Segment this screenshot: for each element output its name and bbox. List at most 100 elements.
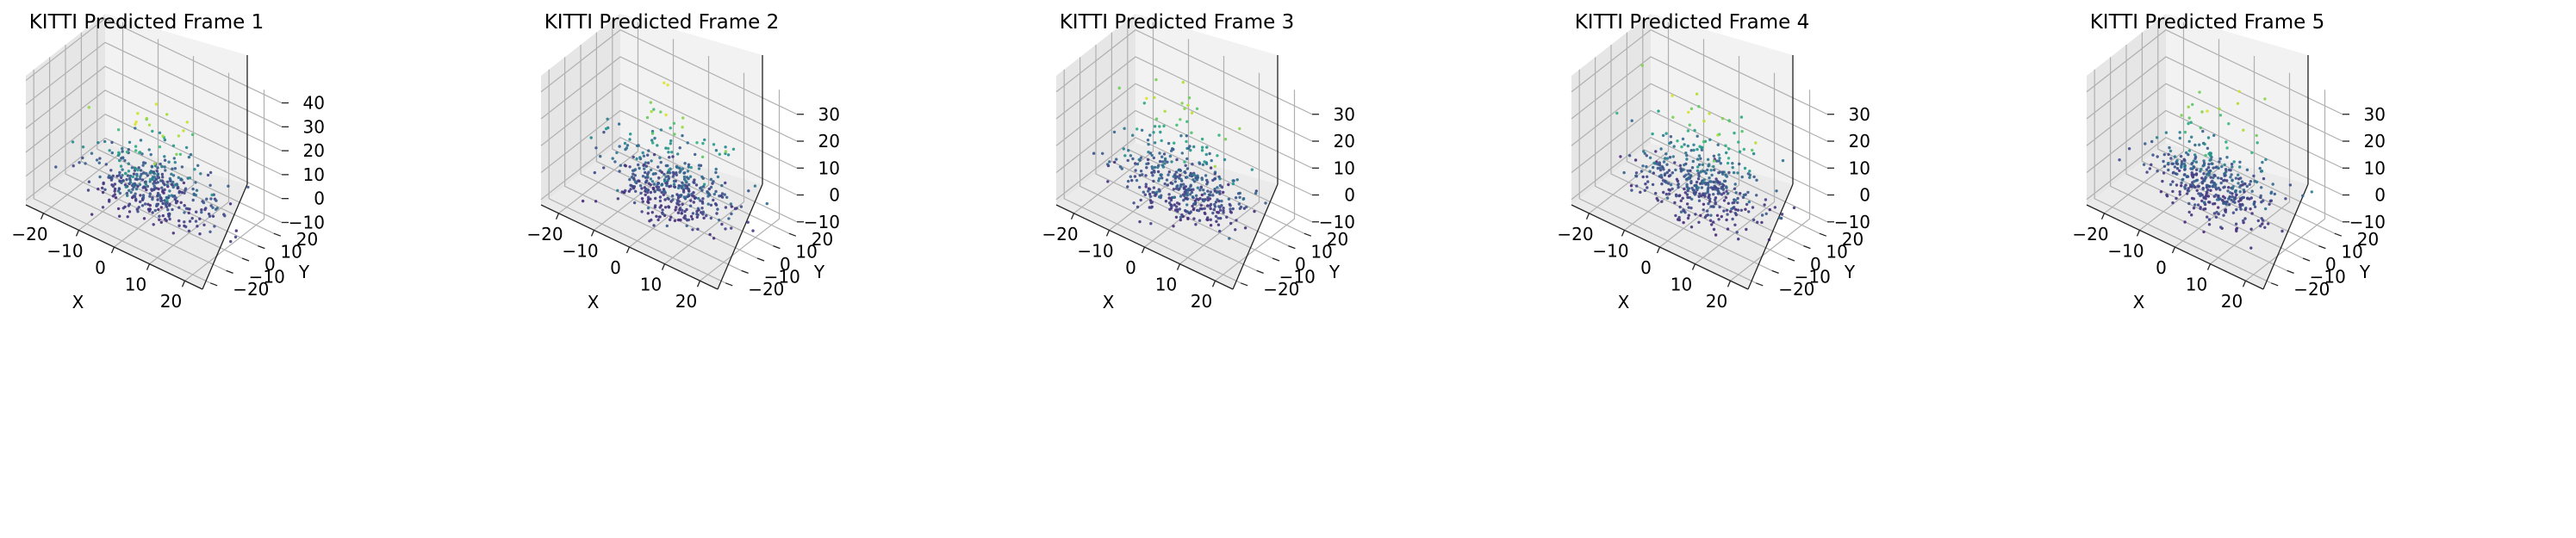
scatter-point xyxy=(1709,169,1713,172)
subplot-5: −20−1001020−20−1001020−100102030XYKITTI … xyxy=(2072,11,2386,312)
scatter-point xyxy=(87,106,91,109)
scatter-point xyxy=(1712,159,1716,163)
scatter-point xyxy=(1212,207,1216,212)
z-grid-line xyxy=(25,113,283,200)
scatter-point xyxy=(1213,170,1217,174)
scatter-point xyxy=(1664,132,1668,135)
scatter-point xyxy=(1184,164,1187,167)
scatter-point xyxy=(117,174,121,177)
scatter-point xyxy=(649,190,653,195)
scatter-point xyxy=(1715,213,1720,217)
scatter-point xyxy=(150,165,154,169)
scatter-point xyxy=(1153,165,1157,170)
y-tick-label: −10 xyxy=(1795,266,1831,287)
scatter-point xyxy=(1163,109,1167,113)
scatter-point xyxy=(1218,183,1223,188)
scatter-point xyxy=(1204,152,1209,157)
scatter-point xyxy=(1195,107,1199,110)
scatter-point xyxy=(1706,209,1709,213)
z-grid-line xyxy=(1571,29,1828,115)
scatter-point xyxy=(110,140,114,145)
scatter-point xyxy=(691,228,694,232)
scatter-point xyxy=(682,171,686,175)
scatter-point xyxy=(156,198,159,201)
scatter-point xyxy=(1726,213,1729,216)
scatter-point xyxy=(139,194,142,197)
scatter-point xyxy=(121,207,125,210)
scatter-point xyxy=(1213,176,1217,181)
scatter-point xyxy=(1133,175,1137,178)
z-grid-line xyxy=(1571,83,1828,169)
x-tick-mark xyxy=(1141,246,1146,254)
scatter-point xyxy=(2218,114,2223,117)
scatter-point xyxy=(141,195,146,200)
scatter-point xyxy=(1701,163,1705,166)
scatter-point xyxy=(668,218,672,221)
scatter-point xyxy=(160,172,165,176)
scatter-point xyxy=(1712,164,1715,169)
scatter-point xyxy=(81,145,85,149)
scatter-point xyxy=(110,151,114,155)
scatter-point xyxy=(687,182,691,187)
scatter-point xyxy=(1185,176,1189,179)
scatter-point xyxy=(666,175,670,178)
scatter-point xyxy=(158,145,162,149)
scatter-point xyxy=(649,197,652,201)
scatter-point xyxy=(2150,163,2153,166)
scatter-point xyxy=(2212,173,2216,177)
scatter-point xyxy=(211,214,215,218)
scatter-point xyxy=(178,152,183,156)
scatter-point xyxy=(1216,216,1220,220)
scatter-point xyxy=(1764,212,1768,215)
x-tick-label: 20 xyxy=(1706,291,1727,312)
scatter-point xyxy=(731,147,736,151)
scatter-point xyxy=(174,200,178,203)
scatter-point xyxy=(2211,184,2215,188)
scatter-point xyxy=(124,171,128,176)
scatter-point xyxy=(1158,189,1161,193)
scatter-point xyxy=(196,164,200,167)
scatter-point xyxy=(2238,190,2242,194)
scatter-point xyxy=(1228,237,1231,240)
scatter-point xyxy=(1192,178,1195,182)
scatter-point xyxy=(2225,146,2229,150)
scatter-point xyxy=(1686,187,1690,190)
y-grid-line xyxy=(33,69,211,284)
scatter-point xyxy=(1162,152,1167,156)
scatter-point xyxy=(1218,192,1222,195)
scatter-point xyxy=(1660,200,1664,203)
scatter-point xyxy=(707,187,711,191)
scatter-point xyxy=(1676,179,1680,183)
scatter-point xyxy=(1245,205,1248,209)
scatter-point xyxy=(2253,205,2257,208)
scatter-point xyxy=(1733,187,1737,190)
scatter-point xyxy=(120,176,123,180)
scatter-point xyxy=(1736,171,1739,175)
scatter-point xyxy=(1697,199,1702,202)
scatter-point xyxy=(155,177,159,181)
scatter-point xyxy=(712,143,716,146)
scatter-point xyxy=(1180,102,1184,105)
scatter-point xyxy=(1189,148,1192,152)
scatter-point xyxy=(125,150,129,154)
scatter-point xyxy=(649,101,652,104)
scatter-point xyxy=(1697,195,1701,199)
scatter-point xyxy=(673,185,676,189)
scatter-point xyxy=(1682,168,1685,171)
scatter-point xyxy=(1662,190,1665,195)
scatter-point xyxy=(170,194,174,197)
scatter-point xyxy=(128,189,131,192)
scatter-point xyxy=(72,164,75,168)
scatter-point xyxy=(229,239,233,244)
y-tick-mark xyxy=(2270,282,2279,287)
scatter-point xyxy=(183,191,186,195)
scatter-point xyxy=(1194,194,1198,197)
scatter-point xyxy=(604,127,608,131)
scatter-point xyxy=(2214,182,2218,187)
scatter-point xyxy=(140,178,145,182)
scatter-point xyxy=(1131,133,1135,137)
scatter-point xyxy=(647,149,650,152)
scatter-point xyxy=(640,197,644,201)
scatter-point xyxy=(1652,165,1655,170)
scatter-point xyxy=(173,183,177,187)
